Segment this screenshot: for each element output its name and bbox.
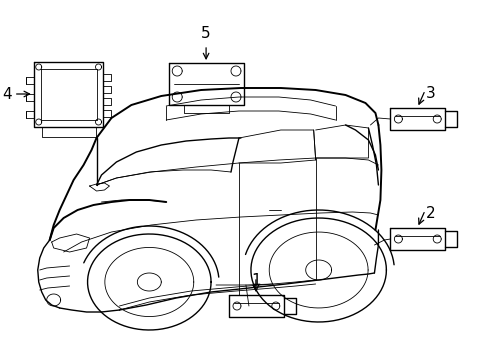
Text: 1: 1: [250, 273, 260, 288]
Text: 4: 4: [2, 86, 12, 102]
Text: 2: 2: [425, 206, 434, 221]
Text: 3: 3: [425, 86, 434, 101]
Text: 5: 5: [201, 26, 210, 41]
